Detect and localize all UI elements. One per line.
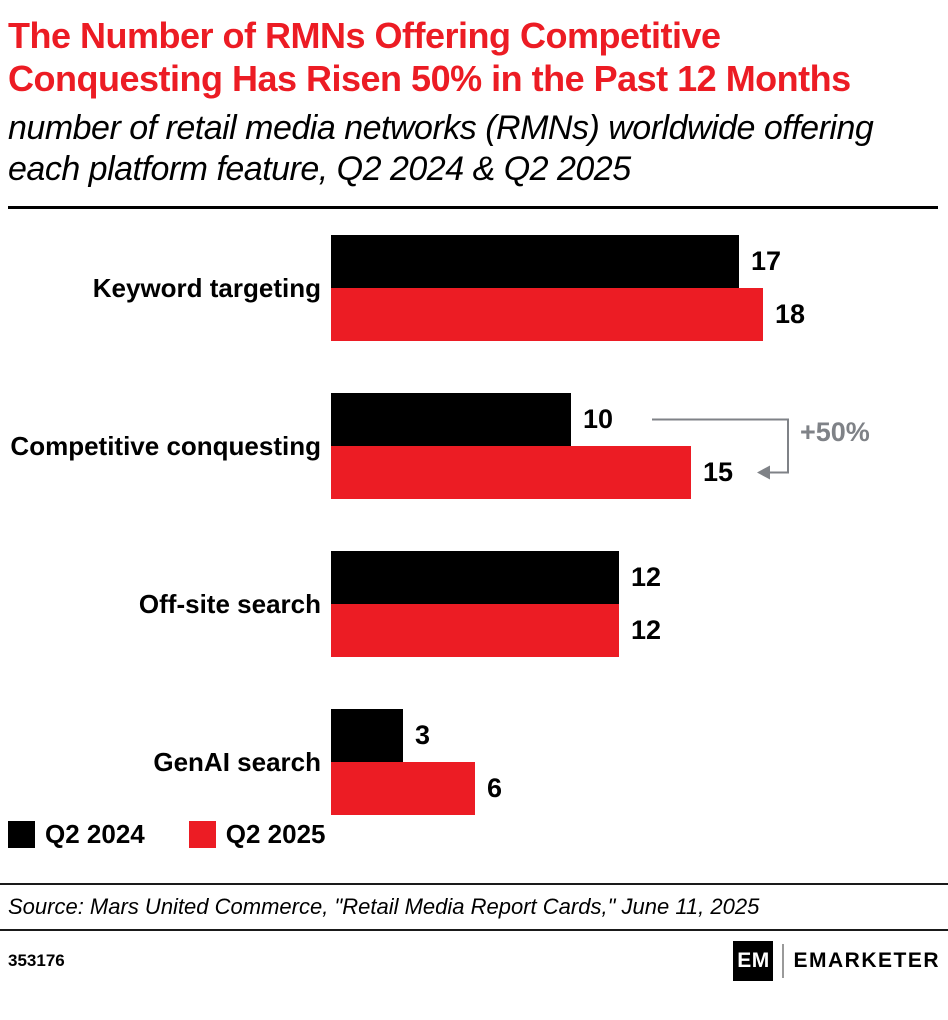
category-label: GenAI search <box>153 746 321 777</box>
legend-item-q2-2025: Q2 2025 <box>188 819 326 850</box>
bar-value-label: 12 <box>631 614 662 645</box>
bar-q2-2024 <box>331 234 739 288</box>
chart-id: 353176 <box>8 950 65 970</box>
legend-label-q2-2025: Q2 2025 <box>225 819 326 850</box>
bar-group: 12 12 <box>331 550 948 657</box>
source-text: Source: Mars United Commerce, "Retail Me… <box>8 893 760 919</box>
bar-q2-2024 <box>331 392 571 446</box>
bar-q2-2024 <box>331 708 403 762</box>
bar-value-label: 18 <box>775 298 806 329</box>
bar-value-label: 17 <box>751 245 782 276</box>
chart-rows: Keyword targeting 17 18 Competitive conques… <box>0 234 948 815</box>
bar-value-label: 6 <box>487 772 503 803</box>
chart-legend: Q2 2024 Q2 2025 <box>8 819 948 851</box>
bar-line: 17 <box>331 234 948 288</box>
bar-line: 3 <box>331 708 948 762</box>
chart-row: Off-site search 12 12 <box>0 550 948 657</box>
bar-line: 6 <box>331 761 948 815</box>
legend-item-q2-2024: Q2 2024 <box>8 819 145 850</box>
bar-value-label: 15 <box>703 456 734 487</box>
bar-line: 12 <box>331 550 948 604</box>
bar-value-label: 10 <box>583 403 614 434</box>
legend-label-q2-2024: Q2 2024 <box>45 819 145 850</box>
bar-q2-2025 <box>331 287 763 341</box>
bar-q2-2024 <box>331 550 619 604</box>
chart-title: The Number of RMNs Offering Competitive … <box>8 15 851 100</box>
bar-line: 10 <box>331 392 948 446</box>
header-divider <box>8 205 938 209</box>
chart-header: The Number of RMNs Offering Competitive … <box>0 0 948 209</box>
chart-row: Competitive conquesting 10 15 <box>0 392 948 499</box>
legend-swatch-q2-2025 <box>188 821 216 849</box>
category-label: Off-site search <box>138 588 321 619</box>
chart-subtitle: number of retail media networks (RMNs) w… <box>8 109 874 189</box>
bar-group: 17 18 <box>331 234 948 341</box>
emarketer-monogram-icon: EM <box>733 940 774 981</box>
category-label: Competitive conquesting <box>10 430 321 461</box>
growth-annotation-label: +50% <box>800 416 870 447</box>
emarketer-wordmark: EMARKETER <box>793 948 940 972</box>
bar-line: 12 <box>331 603 948 657</box>
legend-swatch-q2-2024 <box>8 821 35 849</box>
logo-separator <box>782 943 785 978</box>
bar-q2-2025 <box>331 603 619 657</box>
bar-group: 10 15 <box>331 392 948 499</box>
bar-q2-2025 <box>331 761 475 815</box>
source-section: Source: Mars United Commerce, "Retail Me… <box>0 882 948 931</box>
category-label: Keyword targeting <box>92 272 321 303</box>
bar-value-label: 12 <box>631 561 662 592</box>
emarketer-logo: EM EMARKETER <box>733 940 940 981</box>
footer: 353176 EM EMARKETER <box>0 940 948 981</box>
bar-line: 15 <box>331 445 948 499</box>
bar-q2-2025 <box>331 445 691 499</box>
chart-row: GenAI search 3 6 <box>0 708 948 815</box>
chart-row: Keyword targeting 17 18 <box>0 234 948 341</box>
bar-chart: Keyword targeting 17 18 Competitive conques… <box>0 234 948 815</box>
bar-line: 18 <box>331 287 948 341</box>
bar-value-label: 3 <box>415 719 431 750</box>
